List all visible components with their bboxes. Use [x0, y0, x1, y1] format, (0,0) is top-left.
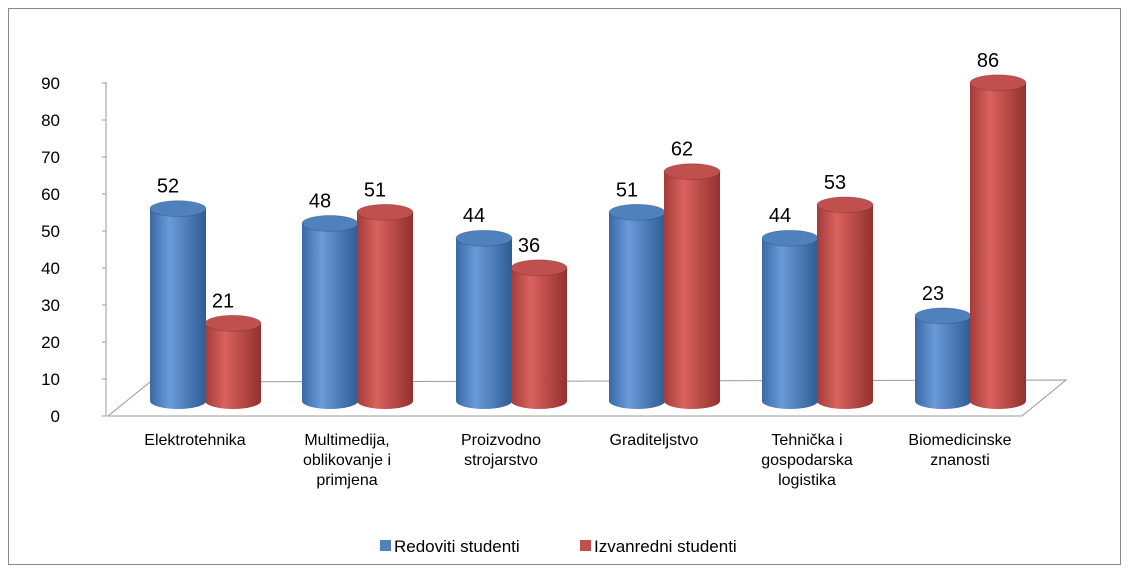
x-tick-label: Graditeljstvo — [609, 432, 699, 449]
bar — [663, 163, 721, 409]
bar-body — [357, 212, 413, 401]
bar — [761, 229, 819, 409]
x-tick-label: Proizvodno strojarstvo — [460, 432, 542, 469]
y-tick-label: 10 — [41, 370, 60, 389]
bar — [204, 314, 262, 409]
bar — [356, 203, 414, 409]
bar-top — [356, 203, 414, 221]
value-label: 62 — [671, 139, 693, 161]
legend-label: Redoviti studenti — [394, 537, 520, 556]
bar-bottom — [456, 393, 512, 409]
value-label: 21 — [212, 290, 234, 312]
bar-bottom — [357, 393, 413, 409]
y-tick-label: 30 — [41, 296, 60, 315]
bar-body — [302, 223, 358, 401]
bar-bottom — [762, 393, 818, 409]
bar-body — [762, 238, 818, 401]
bar-top — [149, 200, 207, 218]
bar-body — [817, 204, 873, 401]
bar-top — [816, 196, 874, 214]
x-tick-label: Elektrotehnika — [144, 432, 246, 449]
legend-swatch — [380, 540, 391, 551]
y-tick-label: 60 — [41, 185, 60, 204]
bar-body — [150, 208, 206, 401]
bar — [914, 307, 972, 409]
bar — [301, 214, 359, 409]
value-label: 51 — [616, 179, 638, 201]
bar-top — [663, 163, 721, 181]
bar — [149, 200, 207, 409]
bar-top — [608, 203, 666, 221]
x-tick-label: Tehnička i gospodarska logistika — [761, 432, 853, 489]
y-tick-label: 90 — [41, 74, 60, 93]
bar-bottom — [205, 393, 261, 409]
bar-top — [969, 74, 1027, 92]
bar-top — [204, 314, 262, 332]
bar-body — [511, 267, 567, 401]
y-tick-label: 0 — [51, 407, 60, 426]
bar — [510, 259, 568, 409]
bar-top — [914, 307, 972, 325]
bar-bottom — [302, 393, 358, 409]
value-label: 86 — [977, 50, 999, 72]
bar-bottom — [511, 393, 567, 409]
bar — [816, 196, 874, 409]
value-label: 44 — [769, 205, 791, 227]
value-label: 36 — [518, 235, 540, 257]
bar-bottom — [664, 393, 720, 409]
legend-label: Izvanredni studenti — [594, 537, 737, 556]
y-tick-label: 50 — [41, 222, 60, 241]
y-tick-label: 80 — [41, 111, 60, 130]
bar-bottom — [150, 393, 206, 409]
bar — [608, 203, 666, 409]
bar-bottom — [817, 393, 873, 409]
bar-bottom — [970, 393, 1026, 409]
bar-body — [456, 238, 512, 401]
y-tick-label: 20 — [41, 333, 60, 352]
y-tick-label: 40 — [41, 259, 60, 278]
bar — [969, 74, 1027, 409]
value-label: 23 — [922, 283, 944, 305]
bar-body — [915, 315, 971, 401]
value-label: 48 — [309, 190, 331, 212]
value-label: 52 — [157, 176, 179, 198]
x-tick-label: Biomedicinske znanosti — [908, 432, 1012, 469]
bar-body — [970, 82, 1026, 402]
value-label: 44 — [463, 205, 485, 227]
value-label: 51 — [364, 179, 386, 201]
bar-bottom — [609, 393, 665, 409]
bar-top — [301, 214, 359, 232]
bar-top — [761, 229, 819, 247]
y-tick-label: 70 — [41, 148, 60, 167]
bar-top — [510, 259, 568, 277]
bar-top — [455, 229, 513, 247]
bar — [455, 229, 513, 409]
value-label: 53 — [824, 172, 846, 194]
bar-bottom — [915, 393, 971, 409]
bar-body — [664, 171, 720, 401]
bar-body — [609, 212, 665, 401]
legend-swatch — [580, 540, 591, 551]
bar-body — [205, 323, 261, 401]
x-tick-label: Multimedija, oblikovanje i primjena — [302, 432, 392, 489]
